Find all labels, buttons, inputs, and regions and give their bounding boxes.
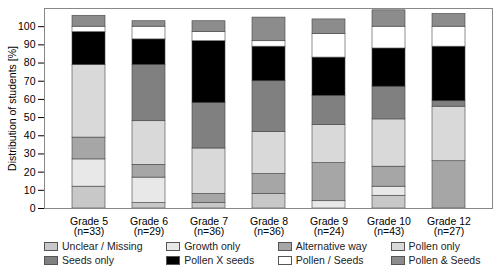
- svg-text:Grade 5(n=33): Grade 5(n=33): [70, 215, 108, 238]
- svg-text:50: 50: [24, 111, 36, 123]
- svg-text:Grade 6(n=29): Grade 6(n=29): [130, 215, 168, 238]
- svg-text:40: 40: [24, 129, 36, 141]
- svg-text:Grade 10(n=43): Grade 10(n=43): [367, 215, 411, 238]
- svg-text:Grade 8(n=36): Grade 8(n=36): [250, 215, 288, 238]
- svg-text:90: 90: [24, 38, 36, 50]
- html-text:Pollen X seeds: Pollen X seeds: [184, 254, 255, 266]
- html-text:Pollen & Seeds: Pollen & Seeds: [408, 254, 481, 266]
- html-text:Growth only: Growth only: [184, 240, 241, 252]
- html-text:Alternative way: Alternative way: [295, 240, 367, 252]
- svg-text:60: 60: [24, 93, 36, 105]
- svg-text:Grade 7(n=36): Grade 7(n=36): [190, 215, 228, 238]
- svg-text:Grade 12(n=27): Grade 12(n=27): [427, 215, 471, 238]
- svg-text:30: 30: [24, 147, 36, 159]
- svg-text:10: 10: [24, 184, 36, 196]
- svg-text:0: 0: [30, 202, 36, 214]
- html-text:Pollen / Seeds: Pollen / Seeds: [295, 254, 364, 266]
- svg-text:Distribution of students [%]: Distribution of students [%]: [6, 46, 18, 171]
- svg-text:20: 20: [24, 165, 36, 177]
- svg-text:Grade 9(n=24): Grade 9(n=24): [310, 215, 348, 238]
- html-text:Seeds only: Seeds only: [62, 254, 114, 266]
- svg-text:70: 70: [24, 75, 36, 87]
- html-text:Unclear / Missing: Unclear / Missing: [62, 240, 143, 252]
- svg-text:80: 80: [24, 56, 36, 68]
- svg-text:100: 100: [18, 20, 36, 32]
- html-text:Pollen only: Pollen only: [408, 240, 460, 252]
